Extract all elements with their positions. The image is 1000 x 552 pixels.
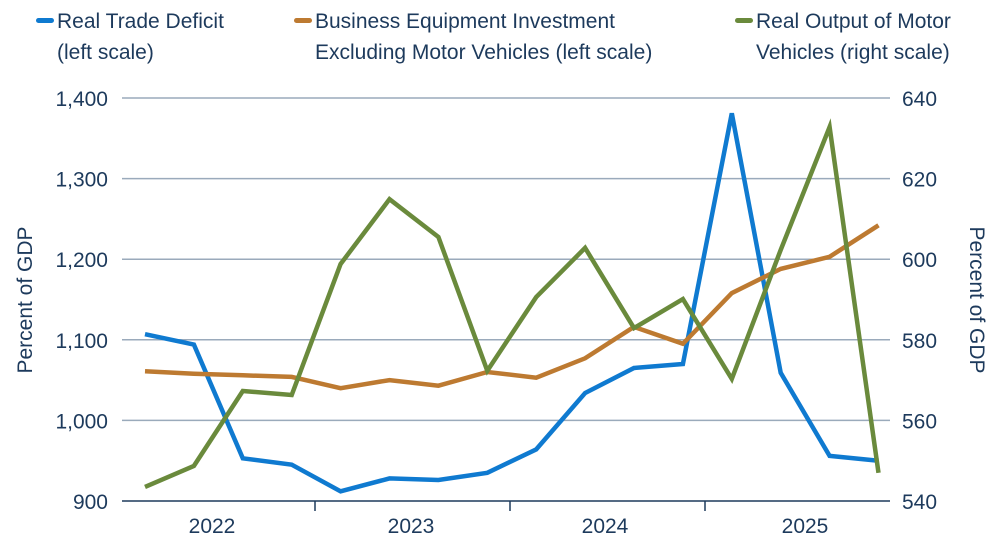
series-line-2 xyxy=(144,223,880,391)
legend-swatch xyxy=(36,18,54,23)
legend-label: (left scale) xyxy=(57,41,154,64)
legend-item-trade-deficit: Real Trade Deficit (left scale) xyxy=(36,6,224,68)
y-right-tick-label: 600 xyxy=(902,249,937,272)
x-tick-label: 2022 xyxy=(189,515,236,538)
y-left-tick-label: 1,000 xyxy=(55,410,108,433)
legend-label: Real Output of Motor xyxy=(756,10,951,33)
y-left-tick-label: 1,200 xyxy=(55,249,108,272)
legend-swatch xyxy=(294,18,312,23)
legend-label: Vehicles (right scale) xyxy=(756,41,950,64)
y-right-tick-label: 620 xyxy=(902,169,937,192)
x-tick-label: 2023 xyxy=(388,515,435,538)
x-tick-label: 2024 xyxy=(582,515,629,538)
y-left-axis-label: Percent of GDP xyxy=(14,226,37,373)
y-right-axis-label: Percent of GDP xyxy=(965,226,988,373)
y-left-tick-label: 1,300 xyxy=(55,169,108,192)
y-right-tick-label: 560 xyxy=(902,410,937,433)
y-right-tick-label: 640 xyxy=(902,88,937,111)
x-tick-label: 2025 xyxy=(782,515,829,538)
legend-item-equipment-investment: Business Equipment Investment Excluding … xyxy=(294,6,652,68)
series-line-3 xyxy=(144,118,881,489)
legend-label: Business Equipment Investment xyxy=(315,10,615,33)
legend-label: Excluding Motor Vehicles (left scale) xyxy=(315,41,653,64)
legend-item-motor-vehicles: Real Output of Motor Vehicles (right sca… xyxy=(735,6,951,68)
y-left-tick-label: 1,100 xyxy=(55,330,108,353)
legend-swatch xyxy=(735,18,753,23)
legend-label: Real Trade Deficit xyxy=(57,10,224,33)
y-left-tick-label: 1,400 xyxy=(55,88,108,111)
y-right-tick-label: 580 xyxy=(902,330,937,353)
y-right-tick-label: 540 xyxy=(902,491,937,514)
y-left-tick-label: 900 xyxy=(73,491,108,514)
series-line-1 xyxy=(144,112,879,494)
